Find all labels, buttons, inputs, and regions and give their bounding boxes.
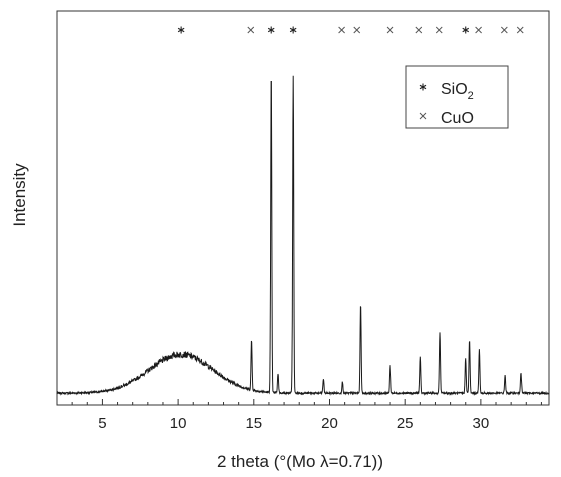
legend-box	[405, 65, 509, 129]
legend: SiO2 CuO	[405, 65, 509, 129]
x-tick-label: 25	[397, 415, 414, 432]
cuo-marker	[475, 26, 482, 34]
phase-markers	[177, 26, 524, 34]
cuo-marker	[338, 26, 345, 34]
sio2-marker	[289, 26, 297, 34]
cuo-marker	[500, 26, 508, 34]
legend-label-cuo: CuO	[441, 110, 474, 127]
plot-frame	[56, 10, 550, 406]
x-tick-label: 10	[170, 415, 187, 432]
sio2-marker	[462, 26, 470, 34]
cuo-marker	[415, 26, 423, 34]
cuo-marker	[386, 26, 394, 34]
legend-label-sio2: SiO2	[441, 81, 474, 102]
x-tick-label: 5	[98, 415, 106, 432]
sio2-marker	[267, 26, 275, 34]
x-tick-label: 15	[245, 415, 262, 432]
x-axis-ticks: 5 10 15 20 25 30	[56, 399, 542, 432]
cuo-marker	[435, 26, 443, 34]
x-tick-label: 20	[321, 415, 338, 432]
x-axis-title: 2 theta (°(Mo λ=0.71))	[217, 452, 383, 471]
diffraction-pattern-line	[56, 75, 550, 396]
cuo-marker	[516, 26, 524, 34]
cuo-marker	[247, 26, 255, 34]
y-axis-title: Intensity	[10, 163, 29, 227]
legend-asterisk-icon	[419, 83, 427, 91]
legend-cross-icon	[419, 112, 427, 120]
sio2-marker	[177, 26, 185, 34]
cuo-marker	[353, 26, 361, 34]
x-tick-label: 30	[473, 415, 490, 432]
